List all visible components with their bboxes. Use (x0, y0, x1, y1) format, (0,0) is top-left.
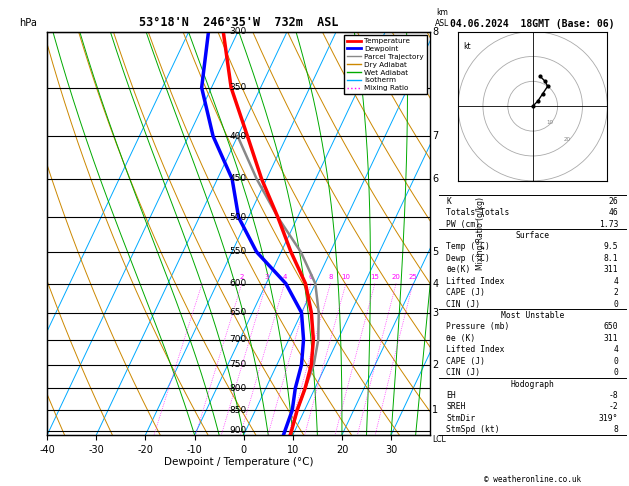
Text: 400: 400 (230, 132, 247, 140)
X-axis label: Dewpoint / Temperature (°C): Dewpoint / Temperature (°C) (164, 457, 313, 468)
Text: 9.5: 9.5 (604, 243, 618, 251)
Text: 750: 750 (230, 360, 247, 369)
Text: km
ASL: km ASL (435, 8, 449, 28)
Text: SREH: SREH (447, 402, 466, 411)
Text: 20: 20 (392, 274, 401, 280)
Text: 500: 500 (230, 213, 247, 222)
Text: 550: 550 (230, 247, 247, 257)
Text: hPa: hPa (19, 17, 37, 28)
Text: 0: 0 (613, 368, 618, 377)
Text: 2: 2 (432, 360, 438, 370)
Text: kt: kt (463, 41, 470, 51)
Text: 8: 8 (613, 425, 618, 434)
Text: CAPE (J): CAPE (J) (447, 357, 486, 365)
Text: Dewp (°C): Dewp (°C) (447, 254, 490, 263)
Text: θe(K): θe(K) (447, 265, 470, 274)
Text: θe (K): θe (K) (447, 334, 476, 343)
Text: 2: 2 (613, 288, 618, 297)
Text: CAPE (J): CAPE (J) (447, 288, 486, 297)
Text: -2: -2 (609, 402, 618, 411)
Text: 850: 850 (230, 406, 247, 415)
Text: Lifted Index: Lifted Index (447, 277, 505, 286)
Text: 6: 6 (309, 274, 313, 280)
Text: Pressure (mb): Pressure (mb) (447, 322, 509, 331)
Text: 4: 4 (432, 278, 438, 289)
Text: 0: 0 (613, 299, 618, 309)
Text: 6: 6 (432, 174, 438, 184)
Text: 8.1: 8.1 (604, 254, 618, 263)
Text: 319°: 319° (599, 414, 618, 423)
Text: CIN (J): CIN (J) (447, 368, 481, 377)
Text: -8: -8 (609, 391, 618, 400)
Text: 350: 350 (230, 83, 247, 92)
Text: 2: 2 (240, 274, 244, 280)
Text: 4: 4 (282, 274, 287, 280)
Text: LCL: LCL (432, 435, 446, 444)
Text: 25: 25 (409, 274, 417, 280)
Text: 311: 311 (604, 334, 618, 343)
Title: 53°18'N  246°35'W  732m  ASL: 53°18'N 246°35'W 732m ASL (139, 16, 338, 29)
Text: 700: 700 (230, 335, 247, 344)
Text: 650: 650 (604, 322, 618, 331)
Text: Surface: Surface (515, 231, 550, 240)
Text: CIN (J): CIN (J) (447, 299, 481, 309)
Text: 20: 20 (564, 137, 571, 142)
Text: 3: 3 (432, 308, 438, 318)
Text: 650: 650 (230, 308, 247, 317)
Text: Totals Totals: Totals Totals (447, 208, 509, 217)
Text: 1: 1 (432, 405, 438, 415)
Text: StmDir: StmDir (447, 414, 476, 423)
Text: 900: 900 (230, 426, 247, 435)
Text: 450: 450 (230, 174, 247, 184)
Text: © weatheronline.co.uk: © weatheronline.co.uk (484, 474, 581, 484)
Text: Hodograph: Hodograph (511, 380, 554, 388)
Text: EH: EH (447, 391, 456, 400)
Text: 800: 800 (230, 383, 247, 393)
Text: 311: 311 (604, 265, 618, 274)
Text: 8: 8 (328, 274, 333, 280)
Text: K: K (447, 197, 451, 206)
Text: Most Unstable: Most Unstable (501, 311, 564, 320)
Text: Temp (°C): Temp (°C) (447, 243, 490, 251)
Text: 10: 10 (342, 274, 350, 280)
Text: 04.06.2024  18GMT (Base: 06): 04.06.2024 18GMT (Base: 06) (450, 19, 615, 29)
Text: 300: 300 (230, 27, 247, 36)
Text: StmSpd (kt): StmSpd (kt) (447, 425, 500, 434)
Text: 3: 3 (264, 274, 269, 280)
Legend: Temperature, Dewpoint, Parcel Trajectory, Dry Adiabat, Wet Adiabat, Isotherm, Mi: Temperature, Dewpoint, Parcel Trajectory… (344, 35, 426, 94)
Text: 8: 8 (432, 27, 438, 36)
Text: 15: 15 (370, 274, 379, 280)
Text: 7: 7 (432, 131, 438, 141)
Text: 4: 4 (613, 277, 618, 286)
Text: 0: 0 (613, 357, 618, 365)
Text: 600: 600 (230, 279, 247, 288)
Text: Lifted Index: Lifted Index (447, 345, 505, 354)
Text: Mixing Ratio (g/kg): Mixing Ratio (g/kg) (476, 197, 485, 270)
Text: 1.73: 1.73 (599, 220, 618, 228)
Text: 26: 26 (609, 197, 618, 206)
Text: 46: 46 (609, 208, 618, 217)
Text: PW (cm): PW (cm) (447, 220, 481, 228)
Text: 5: 5 (432, 247, 438, 257)
Text: 10: 10 (547, 120, 554, 124)
Text: 4: 4 (613, 345, 618, 354)
